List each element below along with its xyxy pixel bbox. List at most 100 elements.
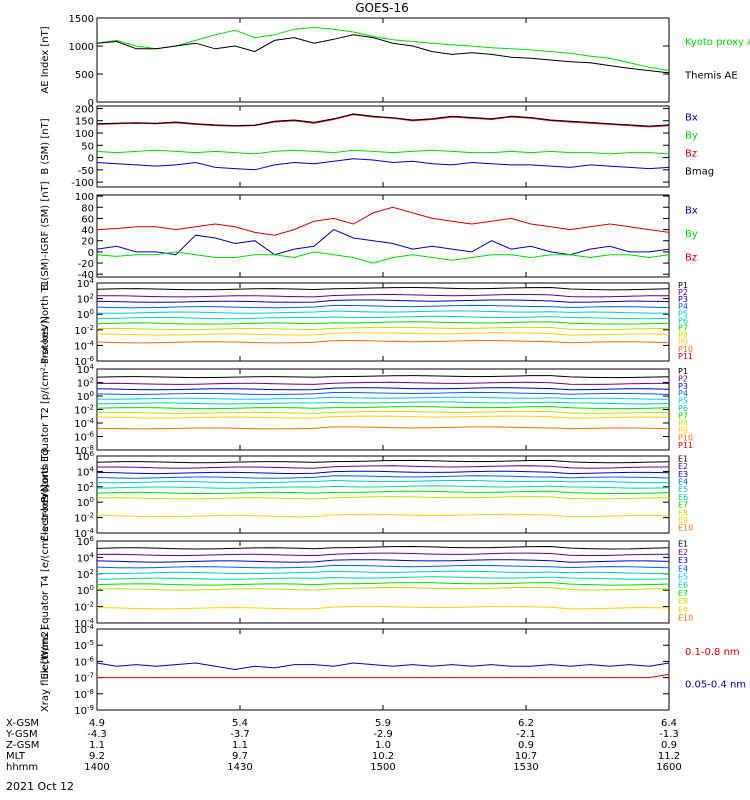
y-tick-label: 10-2 [74,601,94,614]
legend-entry: P8 [678,331,688,340]
channel-line [96,381,669,385]
legend-entry: E5 [678,573,688,582]
legend-entry: P7 [678,324,688,333]
y-tick-label: 100 [77,496,94,509]
legend-entry: P1 [678,281,688,290]
channel-line [96,375,670,379]
x-tick-value: -4.3 [87,729,107,740]
panel-frame [96,194,670,278]
legend-entry: E8 [678,597,688,606]
y-tick-exponent: 0 [90,308,94,316]
channel-line [96,426,670,430]
x-tick-value: 9.2 [89,751,105,762]
channel-line [97,465,669,469]
x-row-label: X-GSM [6,718,39,729]
legend-entry: By [685,130,698,141]
legend-entry: 0.1-0.8 nm [685,647,740,658]
legend-entry: E4 [678,564,688,573]
x-tick-value: 5.9 [375,718,391,729]
legend-entry: E1 [678,540,688,549]
legend-entry: E3 [678,556,688,565]
x-axis-labels: X-GSM 4.9 5.4 5.9 6.2 6.4 Y-GSM -4.3 -3.7 -2.9 -2.… [5,718,682,773]
panel-frame [96,455,670,534]
legend-entry: P9 [678,426,688,435]
legend-entry: E7 [678,589,688,598]
channel-line [96,310,670,314]
y-axis-label: Xray flux [W/m2] [40,627,51,712]
x-row-label: Y-GSM [5,729,38,740]
y-axis-label: Protons Equator T2 [p/(cm²-s-sr-keV)] [40,316,51,503]
y-tick-label: 10-2 [74,512,94,525]
legend-entry: Kyoto proxy AE [685,37,750,48]
y-tick-label: 106 [77,535,95,548]
x-tick-value: 1400 [84,762,109,773]
legend-entry: Bx [685,206,698,217]
x-tick-value: 1500 [370,762,395,773]
x-tick-value: 1.1 [89,740,105,751]
y-tick-exponent: 0 [90,496,94,504]
y-tick-exponent: -2 [87,404,94,412]
series-bx [96,229,670,256]
y-axis-label: B (SM) [nT] [40,118,51,174]
y-tick-exponent: 4 [90,551,95,559]
y-tick-label: 40 [81,226,94,237]
y-tick-label: 10-4 [74,417,94,430]
legend-entry: E1 [678,454,688,463]
x-tick-value: -1.3 [659,729,679,740]
y-tick-exponent: 0 [90,584,94,592]
channel-line [97,293,669,298]
chart-title: GOES-16 [355,1,409,15]
legend-entry: E7 [678,501,688,510]
y-tick-label: -20 [78,259,94,270]
y-tick-exponent: -5 [87,639,94,647]
legend-entry: P3 [678,382,688,391]
series-bmag [96,113,670,127]
y-tick-label: 104 [77,551,95,564]
y-tick-label: 50 [81,141,94,152]
y-tick-exponent: 2 [90,377,94,385]
y-tick-exponent: -4 [87,623,95,631]
y-tick-label: 100 [77,584,94,597]
y-tick-exponent: 6 [90,450,95,458]
legend-entry: Bz [685,148,697,159]
x-tick-value: 1.0 [375,740,391,751]
y-tick-label: 100 [75,129,94,140]
legend-entry: E2 [678,548,688,557]
y-tick-label: 0 [88,98,94,109]
x-tick-value: 10.7 [515,751,537,762]
channel-line [96,605,670,610]
y-tick-label: 10-5 [74,639,94,652]
channel-line [96,315,670,320]
y-tick-exponent: 2 [90,568,94,576]
series-by [96,149,670,155]
legend-entry: P6 [678,316,688,325]
series-kyoto-proxy-ae [96,26,670,72]
legend-entry: Themis AE [684,70,738,81]
y-tick-exponent: -8 [87,688,94,696]
y-tick-label: -100 [71,178,94,189]
y-tick-label: 10-4 [74,623,94,636]
channel-line [96,299,670,303]
x-row-label: hhmm [6,762,38,773]
legend-entry: By [685,229,698,240]
legend-entry: 0.05-0.4 nm [685,679,746,690]
channel-line [96,332,670,336]
y-tick-label: 100 [75,192,94,203]
y-tick-label: 60 [81,214,94,225]
y-axis-label: Protons North T1 [40,280,51,364]
x-row-label: Z-GSM [6,740,39,751]
y-axis-label: AE Index [nT] [40,26,51,93]
channel-line [96,396,670,400]
y-tick-exponent: -6 [87,431,95,439]
y-tick-label: -40 [78,270,94,281]
y-axis-label: B (SM)-IGRF (SM) [nT] [40,181,51,290]
legend-entry: P9 [678,338,688,347]
y-tick-exponent: 4 [90,363,95,371]
x-tick-value: -2.1 [516,729,536,740]
x-tick-value: 4.9 [89,718,105,729]
legend-entry: P1 [678,367,688,376]
